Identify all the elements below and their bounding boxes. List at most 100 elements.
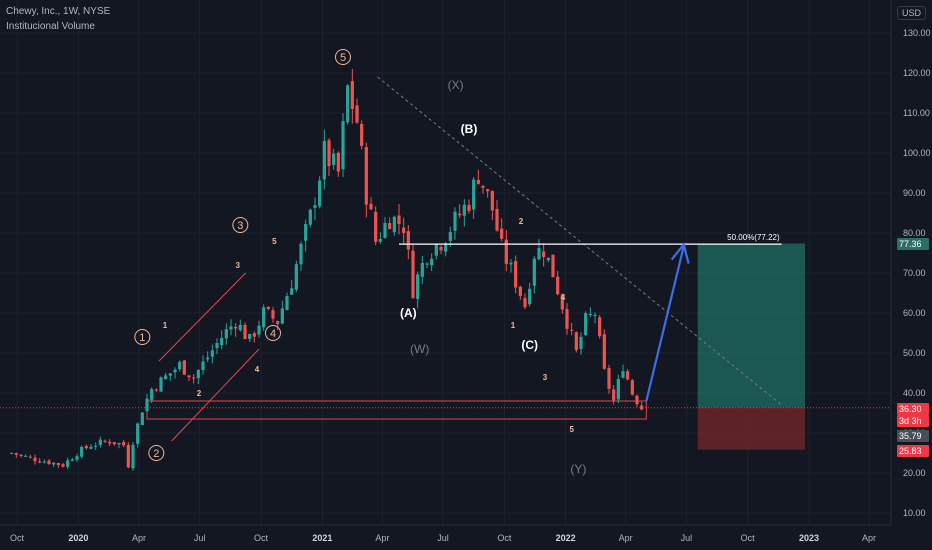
candle-body bbox=[271, 310, 275, 319]
candle-body bbox=[136, 423, 140, 444]
candle-body bbox=[332, 153, 336, 166]
y-tick-label: 110.00 bbox=[903, 108, 930, 118]
candle-body bbox=[560, 294, 564, 310]
candle-body bbox=[122, 442, 126, 446]
wave-label-circle bbox=[335, 49, 351, 65]
sub-wave-label: 3 bbox=[543, 373, 548, 382]
candle-body bbox=[579, 336, 583, 349]
wave-label-circle bbox=[134, 329, 151, 345]
candle-body bbox=[154, 389, 158, 391]
candle-body bbox=[537, 248, 541, 260]
x-tick-label: 2023 bbox=[799, 533, 819, 543]
candle-body bbox=[322, 140, 326, 180]
candle-body bbox=[192, 377, 196, 379]
candle-body bbox=[112, 442, 116, 445]
candle-body bbox=[206, 357, 210, 360]
candle-body bbox=[196, 369, 200, 379]
corrective-wave-label: (X) bbox=[448, 78, 464, 92]
fib-target-price-tag: 77.36 bbox=[897, 238, 929, 250]
candle-body bbox=[294, 264, 298, 290]
candle-body bbox=[220, 337, 224, 346]
candle-body bbox=[229, 326, 233, 330]
candle-body bbox=[266, 306, 270, 309]
candle-body bbox=[588, 314, 592, 316]
wave-label-circle bbox=[148, 445, 165, 461]
candle-body bbox=[182, 360, 186, 375]
candle-body bbox=[626, 371, 630, 380]
candle-body bbox=[285, 296, 289, 311]
candle-body bbox=[19, 454, 23, 456]
candle-body bbox=[84, 446, 88, 449]
x-tick-label: Jul bbox=[681, 533, 693, 543]
candle-body bbox=[318, 180, 322, 207]
candle-body bbox=[616, 378, 620, 400]
candle-body bbox=[546, 257, 550, 261]
wave-labels: 1 2 3 4 5 (A) (B) (C) (X) (W) (Y) 1 2 3 4 5 1 2 3 4 5 bbox=[134, 49, 586, 476]
candle-body bbox=[308, 209, 312, 225]
candle-body bbox=[346, 85, 350, 123]
candle-body bbox=[238, 325, 242, 331]
fib-level-label: 50.00%(77.22) bbox=[727, 233, 780, 242]
candle-body bbox=[364, 147, 368, 205]
candle-body bbox=[612, 389, 616, 401]
candle-body bbox=[108, 441, 112, 444]
candle-body bbox=[388, 223, 392, 230]
y-tick-label: 40.00 bbox=[903, 388, 926, 398]
sub-wave-label: 5 bbox=[569, 425, 574, 434]
candle-body bbox=[630, 380, 634, 395]
candle-body bbox=[598, 317, 602, 337]
candle-body bbox=[173, 369, 177, 373]
y-tick-label: 130.00 bbox=[903, 28, 931, 38]
candle-body bbox=[439, 246, 443, 251]
candle-body bbox=[444, 243, 448, 252]
candle-body bbox=[276, 321, 280, 324]
candle-body bbox=[262, 307, 266, 328]
candle-body bbox=[453, 211, 457, 231]
candle-body bbox=[640, 405, 644, 410]
candle-body bbox=[280, 308, 284, 324]
candle-body bbox=[117, 442, 121, 445]
time-axis: Oct 2020 Apr Jul Oct 2021 Apr Jul Oct 2022 Apr Jul O… bbox=[0, 524, 891, 543]
candle-body bbox=[248, 333, 252, 339]
x-tick-label: 2022 bbox=[556, 533, 576, 543]
candle-body bbox=[420, 263, 424, 277]
symbol-title[interactable]: Chewy, Inc., 1W, NYSE bbox=[6, 6, 111, 17]
y-tick-label: 90.00 bbox=[903, 188, 926, 198]
candle-body bbox=[518, 286, 522, 296]
candle-body bbox=[607, 367, 611, 389]
candle-body bbox=[103, 440, 107, 442]
target-profit-zone bbox=[697, 243, 805, 408]
last-price-tag: 36.30 bbox=[897, 403, 929, 415]
x-tick-label: Apr bbox=[619, 533, 633, 543]
candle-body bbox=[514, 261, 518, 288]
candle-body bbox=[290, 288, 294, 295]
corrective-wave-label: (B) bbox=[461, 122, 478, 136]
candle-body bbox=[355, 105, 359, 123]
candle-body bbox=[574, 332, 578, 351]
projection-arrow-head bbox=[670, 242, 690, 264]
candle-body bbox=[509, 262, 513, 265]
x-tick-label: Oct bbox=[10, 533, 25, 543]
indicator-label[interactable]: Institucional Volume bbox=[6, 21, 95, 32]
candle-body bbox=[430, 258, 434, 266]
candle-body bbox=[383, 222, 387, 238]
sub-wave-label: 2 bbox=[519, 217, 524, 226]
candle-body bbox=[187, 375, 191, 378]
candle-body bbox=[397, 215, 401, 224]
currency-badge[interactable]: USD bbox=[896, 6, 926, 20]
candle-body bbox=[47, 460, 51, 465]
candle-body bbox=[164, 375, 168, 380]
y-tick-label: 70.00 bbox=[903, 268, 926, 278]
candle-body bbox=[215, 342, 219, 349]
candle-body bbox=[89, 446, 93, 449]
x-tick-label: Apr bbox=[375, 533, 389, 543]
candle-body bbox=[140, 412, 144, 426]
candle-body bbox=[70, 459, 74, 461]
wave-label-circle bbox=[265, 325, 281, 341]
candle-body bbox=[178, 362, 182, 370]
sub-wave-label: 1 bbox=[163, 321, 168, 330]
candle-body bbox=[98, 439, 102, 445]
candle-body bbox=[481, 185, 485, 188]
candle-body bbox=[131, 444, 135, 469]
